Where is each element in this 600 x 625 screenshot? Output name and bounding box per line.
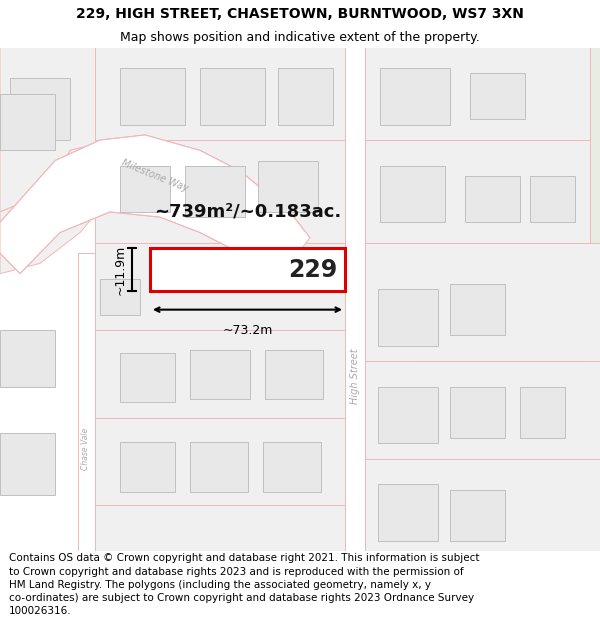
Bar [380,68,450,124]
Polygon shape [95,330,345,418]
Text: 229: 229 [288,258,337,281]
Text: Milestone Way: Milestone Way [120,158,190,194]
Bar [200,68,265,124]
Polygon shape [115,48,220,140]
Text: Contains OS data © Crown copyright and database right 2021. This information is : Contains OS data © Crown copyright and d… [9,554,479,616]
Bar [450,489,505,541]
Polygon shape [0,140,115,274]
Text: ~73.2m: ~73.2m [223,324,272,337]
Bar [258,161,318,212]
Bar [120,353,175,402]
Bar [450,284,505,336]
Bar [380,166,445,222]
Polygon shape [365,48,600,397]
Bar [465,176,520,222]
Polygon shape [0,135,310,274]
Polygon shape [95,140,345,243]
Polygon shape [345,48,365,551]
Bar [378,484,438,541]
Bar [378,289,438,346]
Bar [120,166,170,212]
Bar [530,176,575,222]
Polygon shape [365,459,600,551]
Polygon shape [365,48,590,140]
Bar [120,442,175,492]
Polygon shape [95,418,345,505]
Bar [120,68,185,124]
Bar [0,433,55,495]
Bar [520,387,565,438]
Bar [0,330,55,387]
Bar [0,94,55,150]
Bar [190,442,248,492]
Bar [185,166,245,217]
Polygon shape [95,48,345,140]
Text: ~739m²/~0.183ac.: ~739m²/~0.183ac. [154,203,341,221]
Text: Chase Vale: Chase Vale [82,428,91,469]
Polygon shape [0,48,115,212]
Bar [378,387,438,443]
Polygon shape [365,361,600,459]
Polygon shape [95,505,345,551]
Bar [450,387,505,438]
Bar [263,442,321,492]
Polygon shape [365,140,590,243]
Bar [100,279,140,315]
Text: Map shows position and indicative extent of the property.: Map shows position and indicative extent… [120,31,480,44]
Polygon shape [95,243,345,330]
Polygon shape [365,243,600,361]
Bar [470,73,525,119]
Text: 229, HIGH STREET, CHASETOWN, BURNTWOOD, WS7 3XN: 229, HIGH STREET, CHASETOWN, BURNTWOOD, … [76,8,524,21]
Bar [265,350,323,399]
Bar [10,78,70,140]
Bar [190,350,250,399]
Bar [150,248,345,291]
Bar [278,68,333,124]
Text: ~11.9m: ~11.9m [114,244,127,294]
Polygon shape [78,253,95,551]
Text: High Street: High Street [350,349,360,404]
